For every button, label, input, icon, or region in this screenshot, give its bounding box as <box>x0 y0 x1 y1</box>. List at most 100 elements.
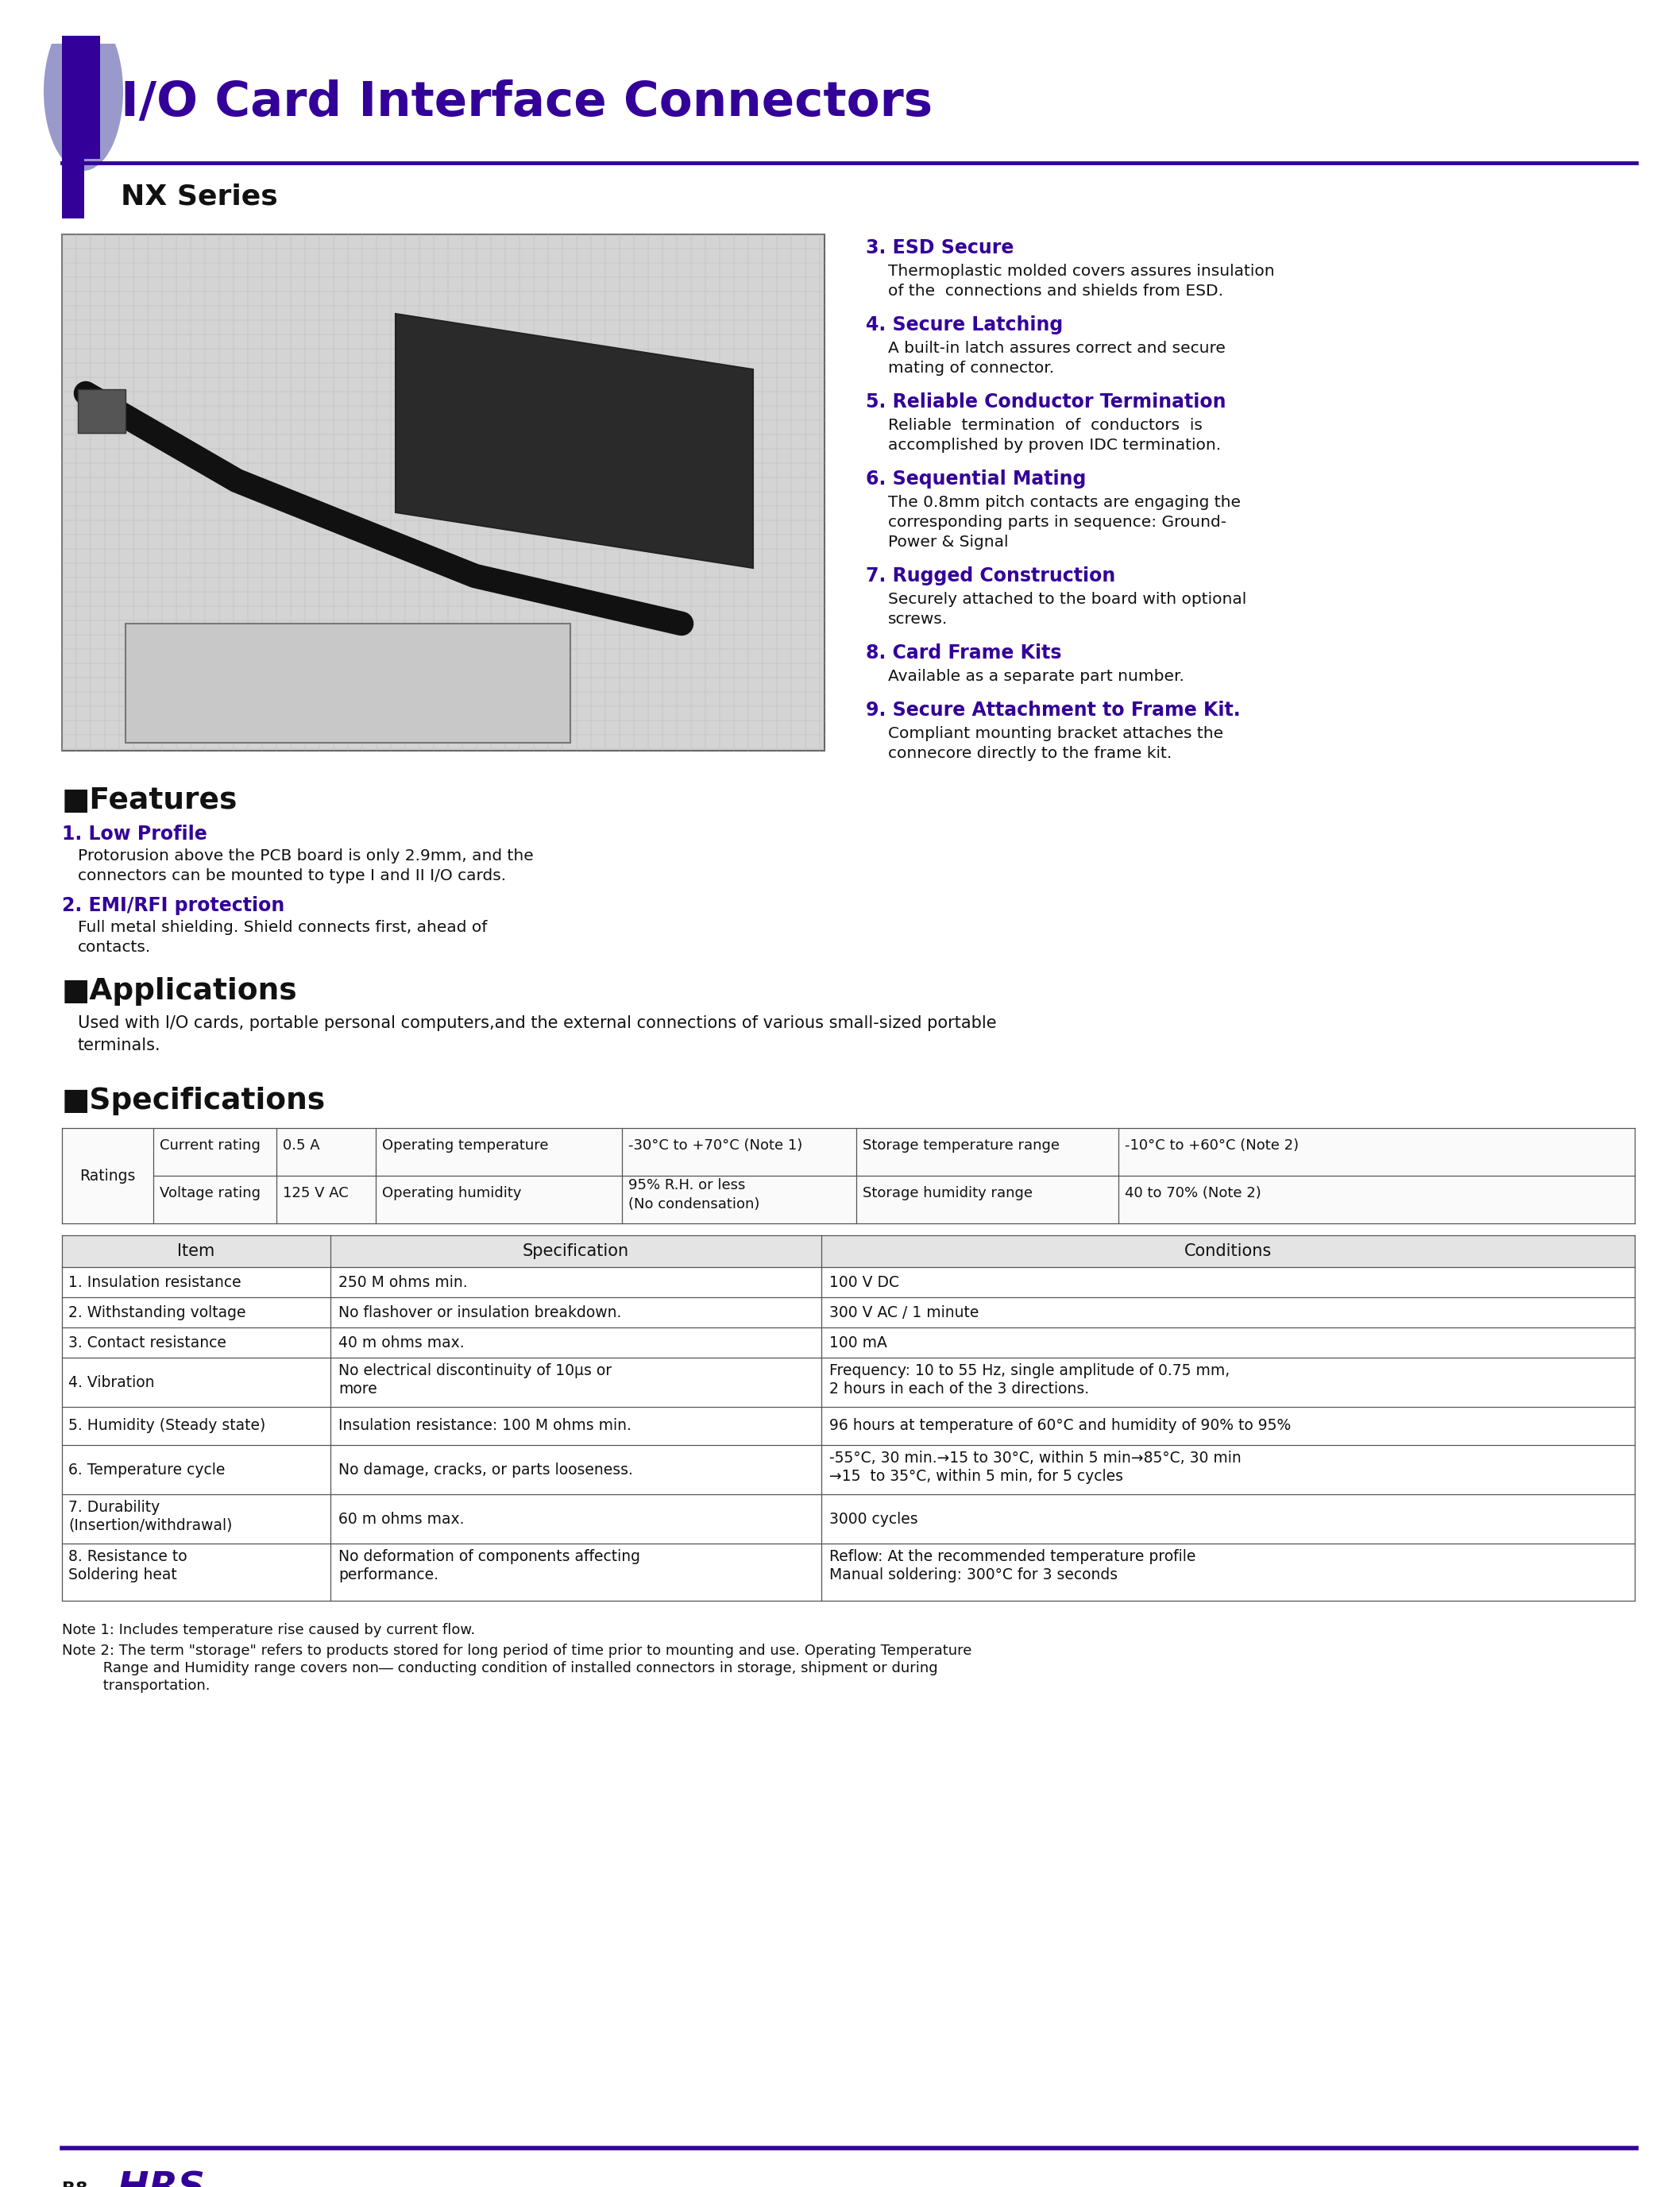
Text: Current rating: Current rating <box>160 1139 260 1153</box>
Text: Note 2: The term "storage" refers to products stored for long period of time pri: Note 2: The term "storage" refers to pro… <box>62 1645 971 1658</box>
Text: ■Specifications: ■Specifications <box>62 1087 326 1115</box>
Bar <box>62 1297 1635 1328</box>
Text: accomplished by proven IDC termination.: accomplished by proven IDC termination. <box>889 437 1221 453</box>
Text: Storage temperature range: Storage temperature range <box>862 1139 1060 1153</box>
Bar <box>77 389 126 433</box>
Text: 1. Insulation resistance: 1. Insulation resistance <box>69 1275 242 1290</box>
Bar <box>62 1128 1635 1223</box>
Text: Note 1: Includes temperature rise caused by current flow.: Note 1: Includes temperature rise caused… <box>62 1623 475 1638</box>
Text: 100 V DC: 100 V DC <box>830 1275 899 1290</box>
Text: Range and Humidity range covers non― conducting condition of installed connector: Range and Humidity range covers non― con… <box>62 1662 937 1675</box>
Text: corresponding parts in sequence: Ground-: corresponding parts in sequence: Ground- <box>889 514 1226 529</box>
Text: Securely attached to the board with optional: Securely attached to the board with opti… <box>889 593 1247 608</box>
Text: Reflow: At the recommended temperature profile: Reflow: At the recommended temperature p… <box>830 1548 1196 1564</box>
Bar <box>62 1266 1635 1297</box>
Text: 125 V AC: 125 V AC <box>282 1185 348 1201</box>
Text: (No condensation): (No condensation) <box>628 1196 759 1212</box>
Text: 40 m ohms max.: 40 m ohms max. <box>338 1334 464 1349</box>
Text: -30°C to +70°C (Note 1): -30°C to +70°C (Note 1) <box>628 1139 803 1153</box>
Ellipse shape <box>44 11 123 171</box>
Text: -55°C, 30 min.→15 to 30°C, within 5 min→85°C, 30 min: -55°C, 30 min.→15 to 30°C, within 5 min→… <box>830 1450 1242 1465</box>
Text: No deformation of components affecting: No deformation of components affecting <box>338 1548 640 1564</box>
Text: 8. Resistance to: 8. Resistance to <box>69 1548 186 1564</box>
Text: 100 mA: 100 mA <box>830 1334 887 1349</box>
Text: connecore directly to the frame kit.: connecore directly to the frame kit. <box>889 746 1173 761</box>
Text: Operating temperature: Operating temperature <box>381 1139 548 1153</box>
Text: Insulation resistance: 100 M ohms min.: Insulation resistance: 100 M ohms min. <box>338 1419 632 1432</box>
Text: I/O Card Interface Connectors: I/O Card Interface Connectors <box>121 81 932 127</box>
Text: 300 V AC / 1 minute: 300 V AC / 1 minute <box>830 1306 979 1321</box>
Text: Conditions: Conditions <box>1184 1242 1272 1260</box>
Text: 9. Secure Attachment to Frame Kit.: 9. Secure Attachment to Frame Kit. <box>865 700 1240 720</box>
Text: Full metal shielding. Shield connects first, ahead of: Full metal shielding. Shield connects fi… <box>77 921 487 936</box>
Text: Frequency: 10 to 55 Hz, single amplitude of 0.75 mm,: Frequency: 10 to 55 Hz, single amplitude… <box>830 1363 1230 1378</box>
Text: Item: Item <box>178 1242 215 1260</box>
Text: more: more <box>338 1382 376 1397</box>
Text: ■Applications: ■Applications <box>62 978 297 1006</box>
Text: The 0.8mm pitch contacts are engaging the: The 0.8mm pitch contacts are engaging th… <box>889 494 1242 510</box>
Text: 6. Sequential Mating: 6. Sequential Mating <box>865 470 1087 488</box>
Text: No damage, cracks, or parts looseness.: No damage, cracks, or parts looseness. <box>338 1463 633 1476</box>
Text: 4. Vibration: 4. Vibration <box>69 1376 155 1389</box>
Text: Power & Signal: Power & Signal <box>889 534 1008 549</box>
Bar <box>62 1358 1635 1406</box>
Bar <box>62 1494 1635 1544</box>
Text: Reliable  termination  of  conductors  is: Reliable termination of conductors is <box>889 418 1203 433</box>
Text: Used with I/O cards, portable personal computers,and the external connections of: Used with I/O cards, portable personal c… <box>77 1015 996 1030</box>
Bar <box>62 1236 1635 1266</box>
Text: Voltage rating: Voltage rating <box>160 1185 260 1201</box>
Text: NX Series: NX Series <box>121 184 277 210</box>
Text: B8: B8 <box>62 2180 87 2187</box>
Text: 40 to 70% (Note 2): 40 to 70% (Note 2) <box>1126 1185 1262 1201</box>
Text: 2. Withstanding voltage: 2. Withstanding voltage <box>69 1306 245 1321</box>
Bar <box>62 234 825 750</box>
Text: performance.: performance. <box>338 1568 438 1583</box>
Text: 4. Secure Latching: 4. Secure Latching <box>865 315 1063 335</box>
Text: 96 hours at temperature of 60°C and humidity of 90% to 95%: 96 hours at temperature of 60°C and humi… <box>830 1419 1290 1432</box>
Text: HRS: HRS <box>118 2170 205 2187</box>
Text: Manual soldering: 300°C for 3 seconds: Manual soldering: 300°C for 3 seconds <box>830 1568 1117 1583</box>
Polygon shape <box>395 313 753 569</box>
Polygon shape <box>126 623 570 744</box>
Text: 7. Rugged Construction: 7. Rugged Construction <box>865 566 1116 586</box>
Text: transportation.: transportation. <box>62 1680 210 1693</box>
Text: 1. Low Profile: 1. Low Profile <box>62 824 207 844</box>
Text: -10°C to +60°C (Note 2): -10°C to +60°C (Note 2) <box>1126 1139 1299 1153</box>
Text: contacts.: contacts. <box>77 940 151 956</box>
Text: 250 M ohms min.: 250 M ohms min. <box>338 1275 467 1290</box>
Text: 3. Contact resistance: 3. Contact resistance <box>69 1334 227 1349</box>
Text: 7. Durability: 7. Durability <box>69 1500 160 1516</box>
Text: →15  to 35°C, within 5 min, for 5 cycles: →15 to 35°C, within 5 min, for 5 cycles <box>830 1470 1124 1485</box>
Text: of the  connections and shields from ESD.: of the connections and shields from ESD. <box>889 284 1223 300</box>
Text: Specification: Specification <box>522 1242 628 1260</box>
Text: 6. Temperature cycle: 6. Temperature cycle <box>69 1463 225 1476</box>
Text: 5. Humidity (Steady state): 5. Humidity (Steady state) <box>69 1419 265 1432</box>
Text: 8. Card Frame Kits: 8. Card Frame Kits <box>865 643 1062 663</box>
Text: 5. Reliable Conductor Termination: 5. Reliable Conductor Termination <box>865 391 1226 411</box>
Bar <box>62 1328 1635 1358</box>
Text: Ratings: Ratings <box>79 1168 136 1183</box>
Text: A built-in latch assures correct and secure: A built-in latch assures correct and sec… <box>889 341 1225 356</box>
Text: Soldering heat: Soldering heat <box>69 1568 176 1583</box>
Bar <box>62 1544 1635 1601</box>
Text: No electrical discontinuity of 10μs or: No electrical discontinuity of 10μs or <box>338 1363 612 1378</box>
Text: 0.5 A: 0.5 A <box>282 1139 319 1153</box>
Text: mating of connector.: mating of connector. <box>889 361 1053 376</box>
Text: (Insertion/withdrawal): (Insertion/withdrawal) <box>69 1518 232 1533</box>
Bar <box>62 127 84 219</box>
Bar <box>62 35 101 160</box>
Text: Protorusion above the PCB board is only 2.9mm, and the: Protorusion above the PCB board is only … <box>77 849 534 864</box>
Text: 3000 cycles: 3000 cycles <box>830 1511 917 1527</box>
Text: 60 m ohms max.: 60 m ohms max. <box>338 1511 464 1527</box>
Text: 95% R.H. or less: 95% R.H. or less <box>628 1179 746 1192</box>
Bar <box>44 0 139 44</box>
Text: 3. ESD Secure: 3. ESD Secure <box>865 238 1013 258</box>
Text: screws.: screws. <box>889 612 948 628</box>
Text: No flashover or insulation breakdown.: No flashover or insulation breakdown. <box>338 1306 622 1321</box>
Text: 2 hours in each of the 3 directions.: 2 hours in each of the 3 directions. <box>830 1382 1089 1397</box>
Text: ■Features: ■Features <box>62 787 239 816</box>
Text: Compliant mounting bracket attaches the: Compliant mounting bracket attaches the <box>889 726 1223 741</box>
Text: Thermoplastic molded covers assures insulation: Thermoplastic molded covers assures insu… <box>889 265 1275 278</box>
Bar <box>62 1406 1635 1446</box>
Text: connectors can be mounted to type I and II I/O cards.: connectors can be mounted to type I and … <box>77 868 506 884</box>
